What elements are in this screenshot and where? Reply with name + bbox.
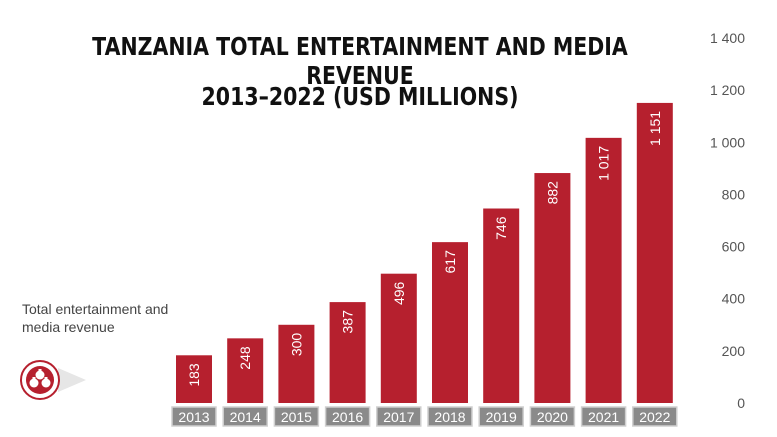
category-box-2015 [273,406,320,427]
category-label-2014: 2014 [230,409,261,425]
category-label-2022: 2022 [639,409,670,425]
category-box-2022 [632,406,678,427]
value-label-2015: 300 [288,333,304,357]
value-label-2016: 387 [340,310,356,334]
category-box-2013 [171,406,217,427]
y-tick-label-1200: 1 200 [710,82,745,98]
bar-2022 [636,102,673,404]
bar-2017 [380,273,417,403]
value-label-2017: 496 [391,281,407,305]
category-label-2019: 2019 [486,409,517,425]
category-box-2017 [376,406,422,427]
y-tick-label-200: 200 [722,343,746,359]
category-label-2013: 2013 [178,409,209,425]
value-label-2019: 746 [493,216,509,240]
category-box-2014 [222,406,268,427]
y-tick-label-600: 600 [722,239,746,255]
category-label-2015: 2015 [281,409,312,425]
value-label-2014: 248 [237,346,253,370]
category-label-2016: 2016 [332,409,363,425]
category-label-2021: 2021 [588,409,619,425]
series-legend-label: Total entertainment and media revenue [22,301,169,335]
category-label-2020: 2020 [537,409,568,425]
value-label-2013: 183 [186,363,202,387]
category-box-2020 [529,406,576,427]
category-box-2018 [427,406,473,427]
y-tick-label-1400: 1 400 [710,30,745,46]
category-label-2017: 2017 [383,409,414,425]
bar-2016 [329,302,366,403]
y-tick-label-800: 800 [722,186,746,202]
category-box-2019 [478,406,524,427]
bar-2018 [432,242,468,403]
value-label-2021: 1 017 [596,146,612,181]
bar-2015 [278,324,315,403]
bar-2020 [534,173,571,403]
bar-2021 [585,137,622,403]
value-label-2018: 617 [442,250,458,274]
bar-2014 [227,338,264,403]
value-label-2022: 1 151 [647,111,663,146]
bar-2019 [483,208,520,403]
chart-title-line-2: 2013–2022 (USD MILLIONS) [201,82,519,111]
bar-2013 [176,355,212,403]
category-label-2018: 2018 [434,409,465,425]
y-tick-label-0: 0 [737,395,745,411]
category-box-2016 [324,406,371,427]
y-tick-label-1000: 1 000 [710,134,745,150]
money-bags-icon [20,360,86,400]
chart-title-line-1: TANZANIA TOTAL ENTERTAINMENT AND MEDIA R… [92,32,628,90]
category-box-2021 [580,406,627,427]
value-label-2020: 882 [544,181,560,205]
y-tick-label-400: 400 [722,291,746,307]
